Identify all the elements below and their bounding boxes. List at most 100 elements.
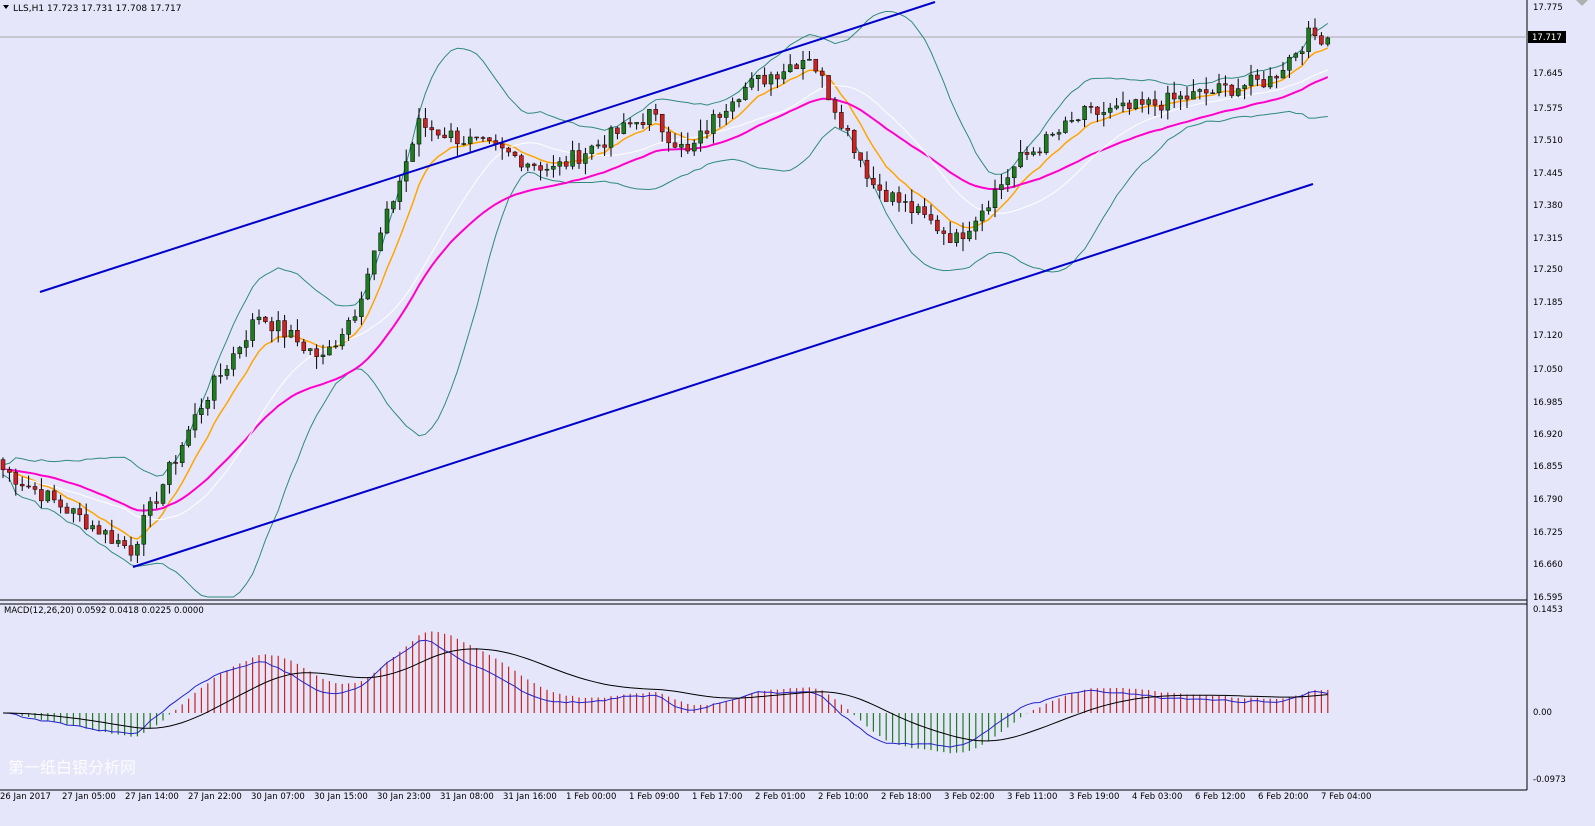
candle-bear	[58, 499, 63, 508]
candle-bear	[717, 114, 723, 118]
candle-bull	[1325, 37, 1331, 45]
candle-bear	[1312, 27, 1318, 36]
candle-bull	[1043, 134, 1049, 153]
candle-bull	[167, 462, 172, 485]
candle-bull	[621, 122, 627, 134]
candle-bear	[858, 152, 863, 161]
candle-bear	[941, 230, 947, 234]
candle-bull	[224, 368, 230, 376]
symbol-header: LLS,H1 17.723 17.731 17.708 17.717	[13, 4, 182, 14]
candle-bull	[333, 345, 339, 348]
candle-bull	[256, 316, 262, 320]
time-label: 30 Jan 23:00	[377, 792, 431, 802]
time-label: 31 Jan 08:00	[440, 792, 494, 802]
time-label: 3 Feb 19:00	[1069, 792, 1119, 802]
candle-bear	[1171, 92, 1177, 100]
macd-indicator	[2, 631, 1329, 754]
candle-bear	[1229, 84, 1235, 96]
candle-bear	[947, 233, 953, 243]
macd-main-line	[3, 648, 1328, 742]
candle-bear	[96, 525, 102, 535]
candle-bear	[26, 485, 31, 488]
candle-bear	[77, 508, 83, 515]
candle-bull	[723, 110, 729, 118]
time-axis: 26 Jan 2017 27 Jan 05:00 27 Jan 14:00 27…	[0, 792, 1371, 802]
candle-bull	[1069, 120, 1075, 122]
watermark: 第一纸白银分析网	[8, 758, 136, 777]
candle-bull	[890, 192, 895, 202]
time-label: 27 Jan 05:00	[62, 792, 116, 802]
candle-bull	[986, 207, 991, 212]
candle-bear	[794, 64, 799, 70]
candle-bear	[627, 122, 633, 125]
price-label: 17.645	[1533, 69, 1563, 79]
candle-bear	[1184, 95, 1190, 100]
candle-bull	[1101, 112, 1107, 115]
price-label: 17.120	[1533, 331, 1563, 341]
ma-fast-line	[2, 47, 1329, 540]
candle-bear	[704, 130, 710, 134]
candle-bull	[1114, 105, 1119, 109]
candle-bull	[288, 330, 294, 338]
candle-bear	[1024, 152, 1030, 155]
candle-bull	[903, 201, 908, 203]
time-label: 4 Feb 03:00	[1132, 792, 1182, 802]
candle-bull	[570, 150, 575, 167]
candle-bull	[736, 99, 742, 103]
candle-bear	[877, 184, 883, 191]
channel-upper-line[interactable]	[39, 1, 936, 293]
candle-bear	[909, 201, 915, 213]
candle-bull	[45, 490, 51, 502]
candle-bull	[1063, 120, 1068, 133]
candle-bull	[448, 130, 454, 138]
time-label: 2 Feb 18:00	[881, 792, 931, 802]
dropdown-triangle-icon[interactable]	[3, 5, 9, 9]
time-label: 6 Feb 12:00	[1195, 792, 1245, 802]
candle-bull	[211, 375, 217, 401]
candle-bull	[1011, 166, 1017, 178]
candle-bull	[467, 136, 473, 144]
candle-bear	[480, 137, 486, 139]
candle-bull	[1280, 69, 1286, 79]
candle-bull	[768, 74, 774, 85]
candle-bear	[1203, 89, 1209, 94]
candle-bear	[455, 130, 460, 145]
candle-bull	[1197, 89, 1203, 92]
candle-bear	[435, 129, 441, 136]
candle-bear	[896, 192, 902, 203]
candle-bear	[864, 159, 870, 179]
candle-bull	[397, 180, 403, 202]
candle-bull	[679, 143, 684, 148]
candle-bull	[1146, 99, 1151, 105]
candle-bull	[608, 127, 614, 148]
candle-bear	[653, 109, 659, 115]
price-label: 17.380	[1533, 201, 1563, 211]
time-label: 30 Jan 15:00	[314, 792, 368, 802]
candle-bear	[474, 136, 479, 139]
macd-axis-label: 0.1453	[1533, 605, 1563, 615]
candle-bull	[595, 144, 601, 147]
candle-bull	[544, 168, 550, 171]
time-label: 27 Jan 14:00	[125, 792, 179, 802]
candle-bear	[666, 131, 671, 144]
candle-bull	[749, 78, 755, 88]
chart-shift-icon[interactable]	[1576, 0, 1588, 6]
candle-bull	[999, 184, 1004, 190]
moving-averages	[2, 47, 1329, 540]
candle-bull	[787, 64, 793, 72]
candle-bull	[237, 347, 243, 354]
candle-bear	[531, 163, 537, 166]
candle-bear	[672, 142, 678, 148]
candle-bear	[576, 150, 582, 164]
candle-bear	[1319, 35, 1324, 45]
channel-lower-line[interactable]	[132, 183, 1314, 568]
price-panel[interactable]	[0, 0, 1527, 600]
candle-bull	[1075, 119, 1081, 121]
price-label: 16.660	[1533, 560, 1563, 570]
candle-bull	[992, 189, 998, 208]
band-upper-line	[2, 10, 1329, 477]
candle-bear	[39, 489, 44, 502]
candle-bear	[1274, 76, 1279, 79]
ma-slow-line	[2, 76, 1329, 512]
